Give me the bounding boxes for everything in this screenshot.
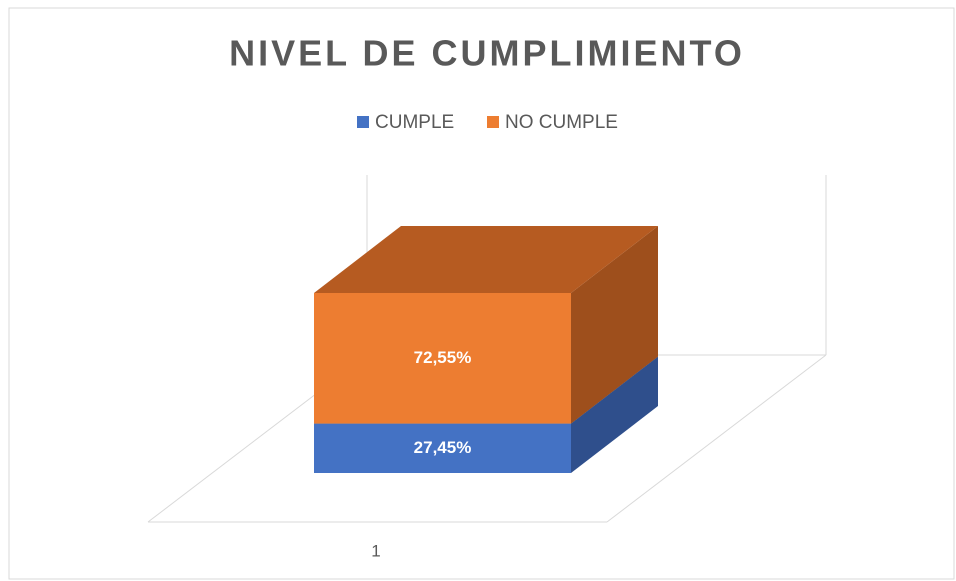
bar-side [571, 226, 658, 424]
legend-label: NO CUMPLE [505, 112, 618, 133]
data-label: 72,55% [414, 348, 472, 367]
bar-top [314, 226, 658, 293]
chart-title: NIVEL DE CUMPLIMIENTO [229, 33, 745, 74]
legend-label: CUMPLE [375, 112, 454, 133]
x-tick-label: 1 [371, 541, 380, 560]
legend-swatch [357, 116, 369, 128]
data-label: 27,45% [414, 438, 472, 457]
bar-front [314, 293, 571, 424]
legend-swatch [487, 116, 499, 128]
bar-side [571, 356, 658, 473]
bar-front [314, 423, 571, 473]
